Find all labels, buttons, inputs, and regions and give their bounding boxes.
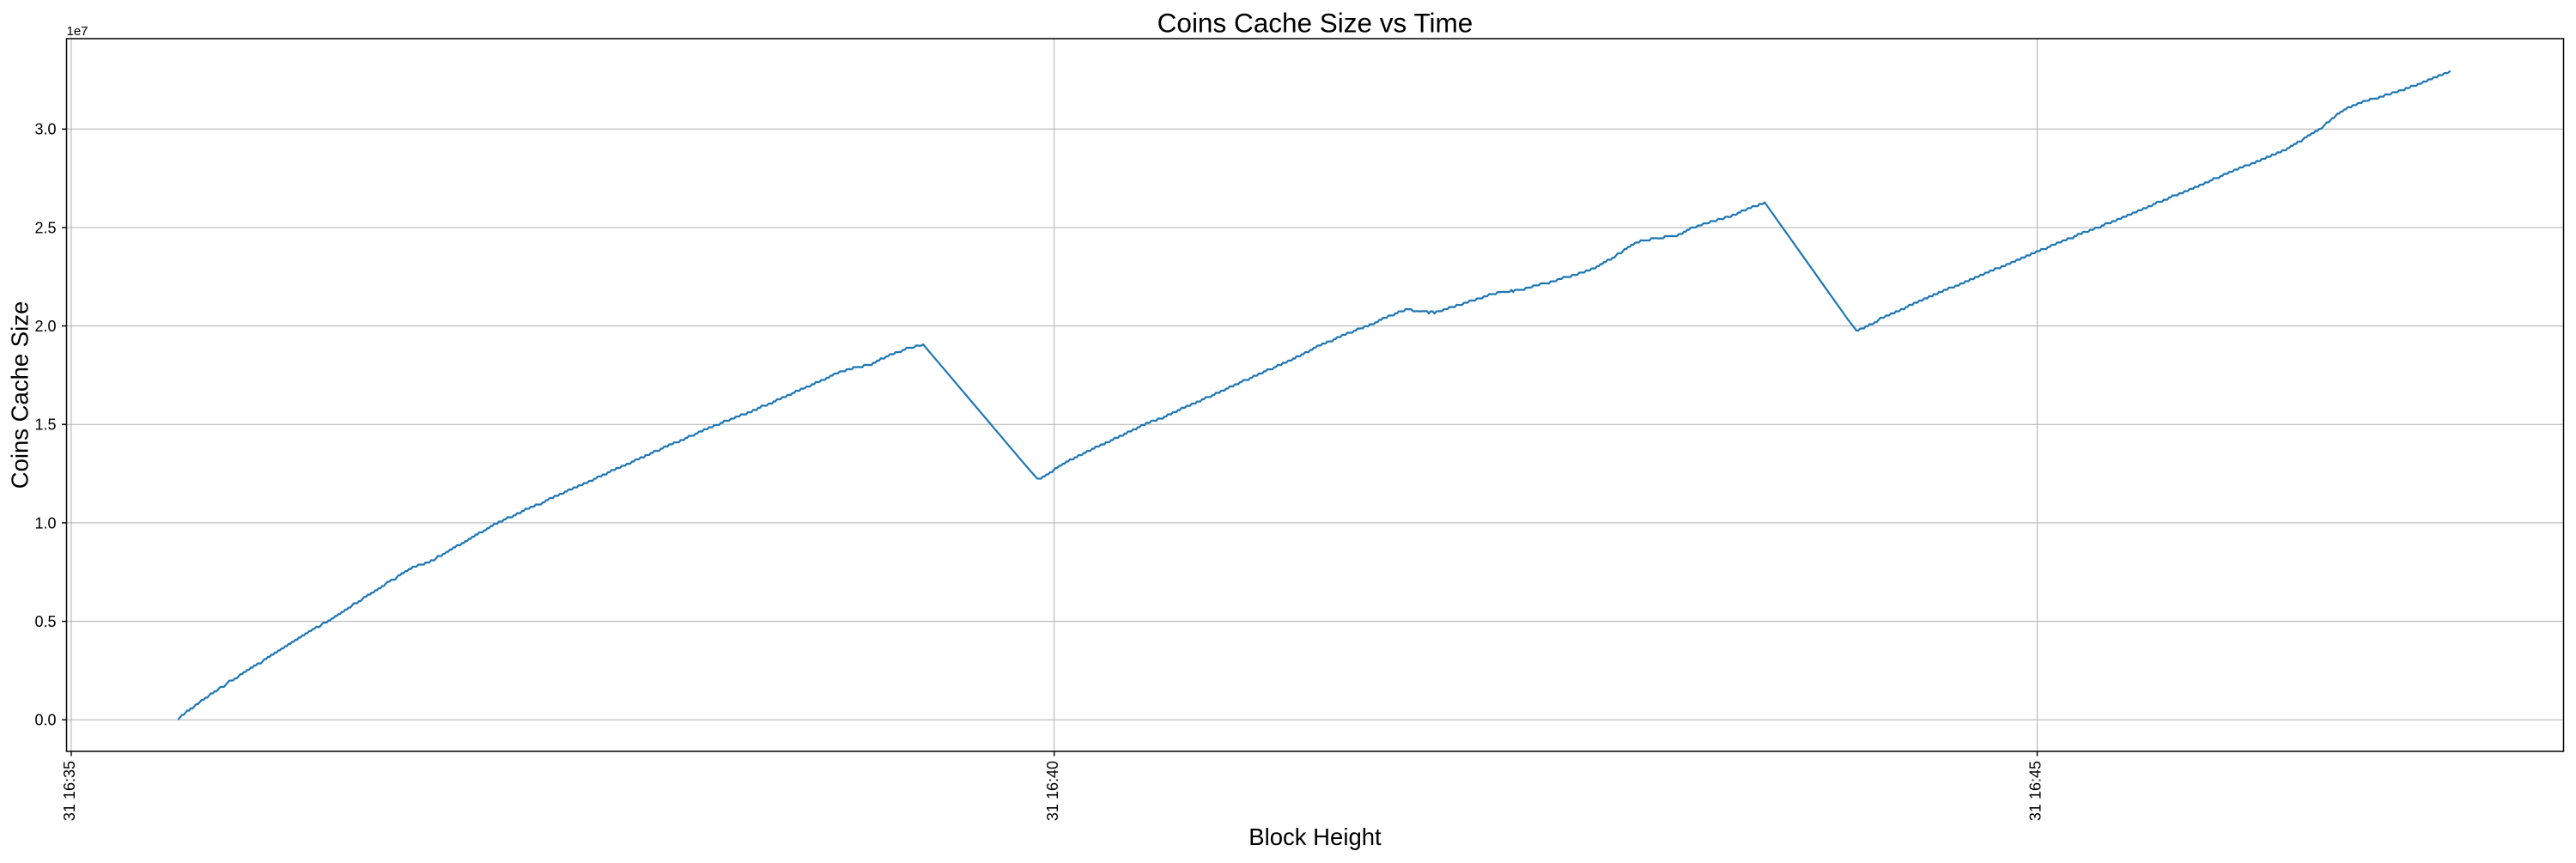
svg-text:0.5: 0.5 (34, 613, 56, 630)
svg-text:31 16:45: 31 16:45 (2027, 761, 2044, 821)
svg-text:0.0: 0.0 (34, 712, 56, 729)
svg-text:1e7: 1e7 (67, 24, 88, 39)
svg-text:Coins Cache Size vs Time: Coins Cache Size vs Time (1157, 8, 1473, 39)
svg-text:Coins Cache Size: Coins Cache Size (7, 301, 33, 489)
svg-text:1.5: 1.5 (34, 416, 56, 434)
svg-text:2.5: 2.5 (34, 219, 56, 236)
svg-text:2.0: 2.0 (34, 318, 56, 335)
svg-text:31 16:40: 31 16:40 (1044, 761, 1061, 821)
svg-text:Block Height: Block Height (1249, 823, 1382, 850)
svg-text:3.0: 3.0 (34, 121, 56, 138)
svg-text:31 16:35: 31 16:35 (61, 761, 78, 821)
svg-text:1.0: 1.0 (34, 514, 56, 532)
